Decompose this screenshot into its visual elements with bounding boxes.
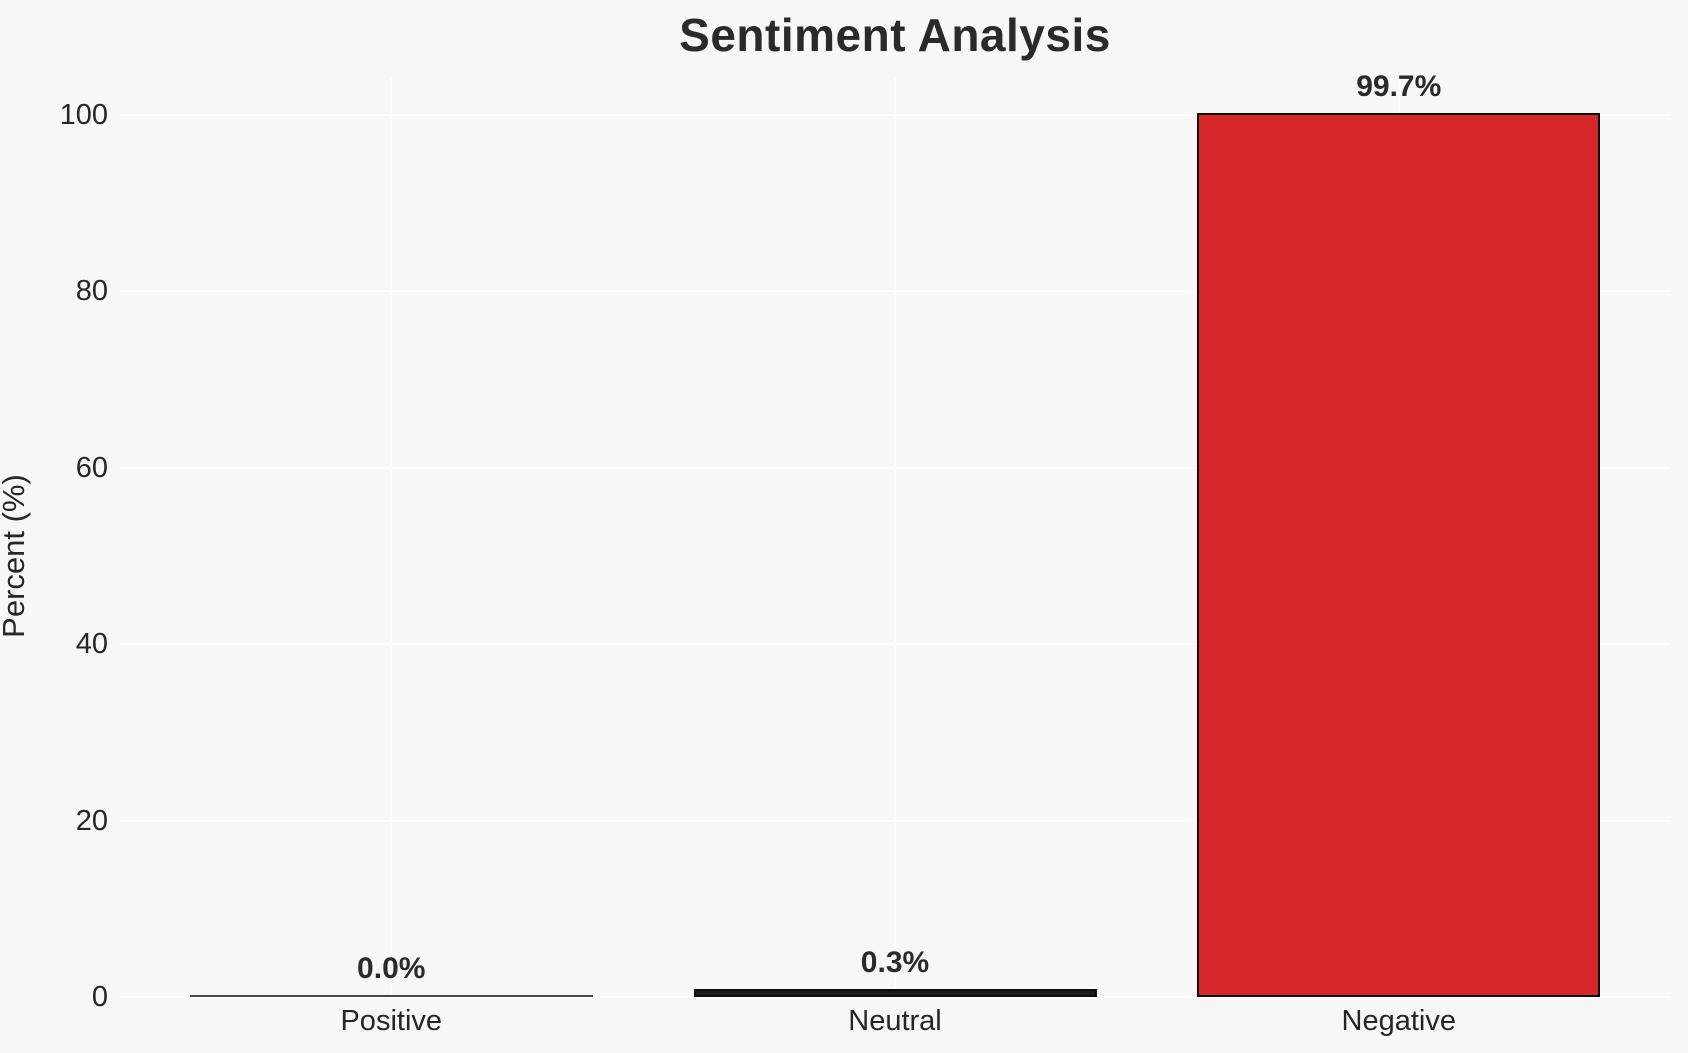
y-tick-label: 60 <box>75 451 108 484</box>
x-tick-label: Neutral <box>848 1005 942 1037</box>
chart-title: Sentiment Analysis <box>679 9 1111 61</box>
y-tick-label: 100 <box>59 99 108 131</box>
y-tick-label: 20 <box>75 804 108 837</box>
y-axis-label-text: Percent (%) <box>0 474 31 638</box>
y-tick-label: 40 <box>75 628 108 661</box>
x-tick-label: Positive <box>340 1005 443 1037</box>
gridline-v <box>894 78 896 997</box>
plot-area: 0.0% 0.3% 99.7% <box>120 70 1670 998</box>
bar-positive <box>189 995 593 997</box>
bar-neutral <box>693 989 1097 997</box>
bar-negative <box>1197 112 1601 997</box>
y-tick-label: 80 <box>75 275 108 308</box>
x-tick-label: Negative <box>1341 1005 1456 1037</box>
bar-value-label: 99.7% <box>1356 69 1442 103</box>
gridline-h <box>120 996 1670 998</box>
bar-value-label: 0.3% <box>860 946 930 980</box>
gridline-v <box>390 78 393 997</box>
y-tick-label: 0 <box>91 981 108 1013</box>
bar-value-label: 0.0% <box>357 952 426 985</box>
